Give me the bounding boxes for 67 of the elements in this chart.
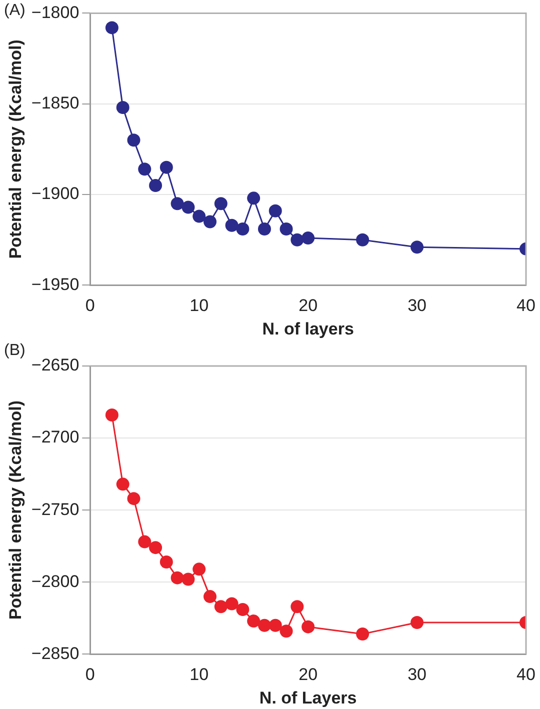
point	[280, 624, 293, 638]
point	[410, 240, 424, 254]
point	[236, 222, 250, 236]
point	[192, 210, 206, 223]
point	[225, 597, 238, 610]
y-tick-label: −1800	[31, 2, 80, 22]
point	[247, 192, 260, 205]
point	[302, 232, 315, 245]
y-tick-label: −2750	[31, 500, 80, 519]
point	[138, 535, 152, 548]
point	[236, 603, 250, 616]
point	[280, 222, 293, 236]
point	[160, 555, 173, 568]
x-tick-label: 0	[85, 665, 95, 684]
y-tick-label: −2700	[31, 428, 80, 447]
point	[105, 21, 118, 34]
point	[302, 620, 315, 634]
point	[138, 162, 152, 176]
point	[410, 616, 424, 629]
x-tick-label: 30	[408, 296, 426, 316]
x-tick-label: 10	[190, 665, 209, 684]
x-tick-label: 20	[298, 296, 318, 316]
point	[149, 178, 162, 192]
point	[127, 134, 140, 147]
point	[356, 233, 370, 246]
point	[149, 541, 162, 554]
point	[116, 100, 130, 114]
x-tick-label: 40	[516, 665, 536, 684]
point	[192, 562, 206, 576]
text: (A)	[4, 2, 26, 20]
point	[105, 408, 118, 422]
point	[214, 600, 228, 614]
point	[268, 204, 282, 218]
point	[290, 233, 304, 246]
x-tick-label: 40	[516, 296, 536, 316]
text: (B)	[4, 342, 26, 360]
y-axis-title: Potential energy (Kcal/mol)	[6, 40, 25, 259]
point	[182, 200, 195, 214]
point	[204, 590, 217, 604]
y-tick-label: −1950	[31, 274, 80, 294]
y-tick-label: −1850	[31, 94, 80, 113]
y-tick-label: −2650	[31, 356, 80, 375]
point	[116, 478, 130, 491]
point	[258, 222, 271, 236]
point	[225, 218, 238, 232]
point	[127, 492, 140, 506]
point	[258, 618, 271, 632]
x-axis-title: N. of layers	[262, 319, 354, 338]
point	[204, 215, 217, 228]
y-tick-label: −2800	[31, 572, 80, 591]
point	[170, 571, 184, 584]
point	[268, 618, 282, 632]
y-tick-label: −2850	[31, 644, 80, 663]
y-tick-label: −1900	[31, 184, 80, 204]
y-axis-title: Potential energy (Kcal/mol)	[6, 400, 25, 620]
x-tick-label: 10	[190, 296, 209, 316]
x-tick-label: 30	[408, 665, 426, 684]
point	[182, 572, 195, 586]
x-axis-title: N. of Layers	[259, 688, 357, 708]
x-tick-label: 0	[85, 296, 95, 316]
point	[247, 614, 260, 628]
point	[214, 197, 228, 210]
point	[160, 160, 173, 174]
point	[290, 600, 304, 614]
point	[356, 628, 370, 641]
x-tick-label: 20	[298, 665, 318, 684]
point	[170, 197, 184, 210]
